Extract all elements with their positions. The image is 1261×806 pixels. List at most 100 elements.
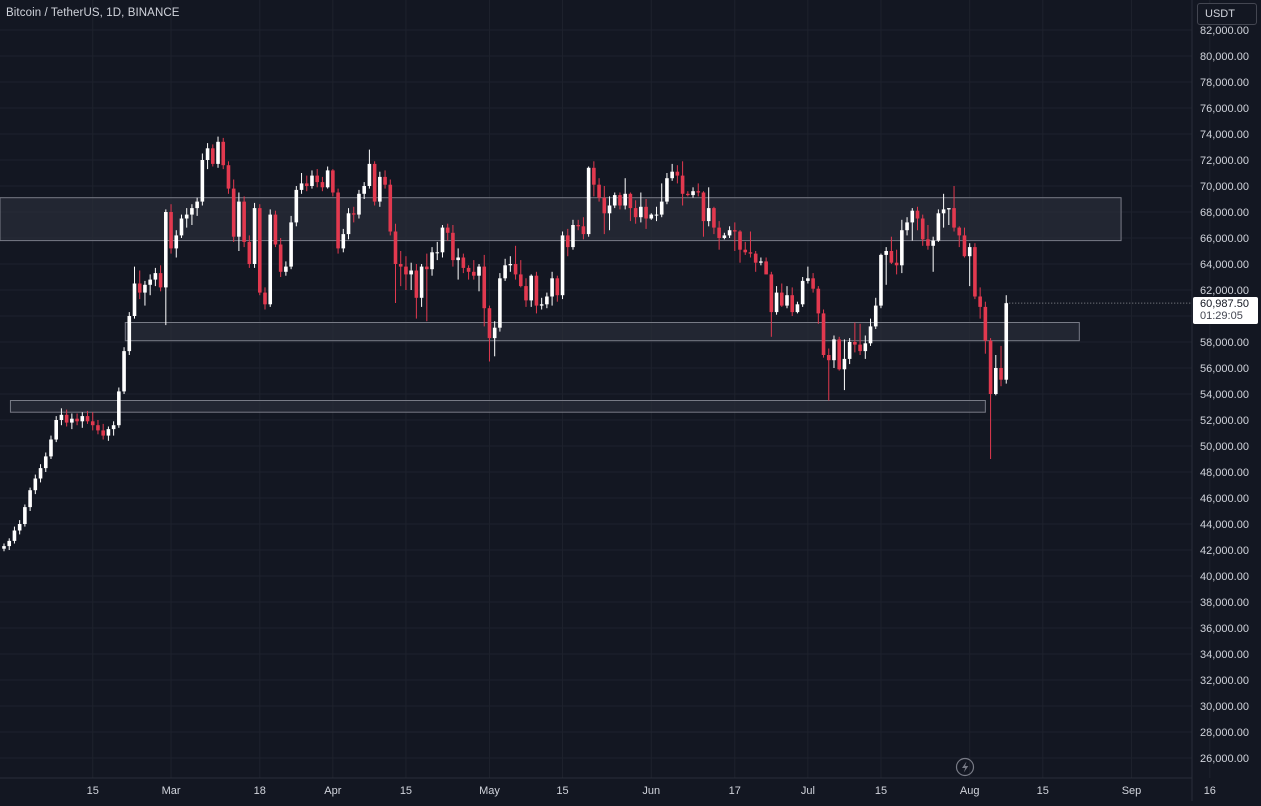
- candle[interactable]: [665, 173, 669, 205]
- candle[interactable]: [242, 196, 246, 248]
- candle[interactable]: [111, 421, 116, 436]
- candle[interactable]: [513, 245, 518, 280]
- candle[interactable]: [221, 137, 226, 170]
- y-tick-label[interactable]: 34,000.00: [1200, 649, 1249, 661]
- candle[interactable]: [994, 355, 998, 396]
- candle[interactable]: [868, 318, 873, 346]
- candle[interactable]: [70, 413, 74, 430]
- candle[interactable]: [571, 219, 575, 250]
- candle[interactable]: [905, 217, 909, 236]
- candle[interactable]: [169, 204, 173, 254]
- candle[interactable]: [378, 171, 382, 207]
- candle[interactable]: [790, 287, 795, 316]
- candle[interactable]: [237, 192, 241, 252]
- y-tick-label[interactable]: 58,000.00: [1200, 337, 1249, 349]
- candle[interactable]: [101, 423, 105, 440]
- candle[interactable]: [445, 223, 450, 241]
- candle[interactable]: [670, 163, 674, 181]
- candle[interactable]: [38, 464, 43, 483]
- candle[interactable]: [592, 161, 596, 197]
- candle[interactable]: [404, 256, 408, 290]
- candle[interactable]: [388, 179, 393, 236]
- candle[interactable]: [743, 241, 748, 255]
- candle[interactable]: [957, 226, 962, 248]
- candle[interactable]: [764, 257, 768, 275]
- candle[interactable]: [597, 178, 601, 202]
- candle[interactable]: [43, 452, 48, 473]
- x-tick-label[interactable]: Mar: [162, 785, 181, 797]
- candle[interactable]: [508, 256, 513, 272]
- candle[interactable]: [785, 286, 789, 309]
- candle[interactable]: [268, 209, 273, 307]
- candle[interactable]: [466, 265, 471, 280]
- currency-button[interactable]: USDT: [1197, 3, 1257, 25]
- candle[interactable]: [565, 228, 570, 257]
- candle[interactable]: [393, 223, 398, 303]
- candle[interactable]: [383, 170, 387, 189]
- candle[interactable]: [190, 204, 194, 225]
- y-tick-label[interactable]: 72,000.00: [1200, 155, 1249, 167]
- candle[interactable]: [581, 217, 586, 240]
- candle[interactable]: [618, 192, 622, 210]
- y-tick-label[interactable]: 26,000.00: [1200, 753, 1249, 765]
- candle[interactable]: [576, 219, 580, 231]
- candle[interactable]: [555, 275, 560, 302]
- y-tick-label[interactable]: 66,000.00: [1200, 233, 1249, 245]
- candle[interactable]: [967, 243, 972, 287]
- candle[interactable]: [304, 175, 309, 192]
- candle[interactable]: [409, 262, 413, 290]
- candle[interactable]: [795, 301, 800, 314]
- candle[interactable]: [560, 231, 565, 300]
- x-tick-label[interactable]: Jun: [642, 785, 660, 797]
- candle[interactable]: [372, 161, 377, 206]
- candle[interactable]: [999, 345, 1003, 387]
- candle[interactable]: [686, 191, 690, 197]
- candle[interactable]: [456, 248, 460, 280]
- candle[interactable]: [164, 209, 168, 326]
- candle[interactable]: [12, 526, 17, 544]
- candle[interactable]: [858, 323, 862, 355]
- x-tick-label[interactable]: Aug: [960, 785, 980, 797]
- candle[interactable]: [800, 277, 805, 307]
- candle[interactable]: [816, 286, 821, 324]
- y-tick-label[interactable]: 32,000.00: [1200, 675, 1249, 687]
- candle[interactable]: [701, 191, 706, 237]
- x-tick-label[interactable]: Sep: [1122, 785, 1142, 797]
- candle[interactable]: [602, 186, 607, 235]
- candle[interactable]: [325, 166, 330, 189]
- candle[interactable]: [346, 208, 351, 240]
- candle[interactable]: [263, 287, 267, 310]
- candle[interactable]: [915, 206, 920, 231]
- candle[interactable]: [127, 312, 132, 355]
- candle[interactable]: [90, 412, 95, 431]
- x-tick-label[interactable]: May: [479, 785, 500, 797]
- candle[interactable]: [873, 297, 878, 329]
- candle[interactable]: [550, 271, 554, 306]
- candle[interactable]: [487, 305, 492, 362]
- x-tick-label[interactable]: 15: [87, 785, 99, 797]
- y-tick-label[interactable]: 82,000.00: [1200, 25, 1249, 37]
- candle[interactable]: [414, 264, 419, 319]
- x-tick-label[interactable]: 18: [254, 785, 266, 797]
- candle[interactable]: [461, 253, 466, 274]
- candle[interactable]: [179, 214, 184, 238]
- candle[interactable]: [524, 278, 528, 307]
- candle[interactable]: [779, 283, 784, 307]
- candle[interactable]: [451, 225, 455, 267]
- candle[interactable]: [294, 186, 299, 227]
- candle[interactable]: [607, 196, 612, 231]
- candle[interactable]: [649, 213, 654, 220]
- candle[interactable]: [738, 230, 742, 263]
- candle[interactable]: [962, 227, 967, 258]
- candle[interactable]: [717, 221, 721, 250]
- candle[interactable]: [320, 176, 325, 192]
- candle[interactable]: [936, 209, 941, 242]
- candle[interactable]: [628, 192, 633, 222]
- candle[interactable]: [612, 192, 617, 209]
- y-tick-label[interactable]: 62,000.00: [1200, 285, 1249, 297]
- candle[interactable]: [472, 260, 476, 280]
- candle[interactable]: [226, 161, 231, 194]
- candle[interactable]: [284, 261, 288, 276]
